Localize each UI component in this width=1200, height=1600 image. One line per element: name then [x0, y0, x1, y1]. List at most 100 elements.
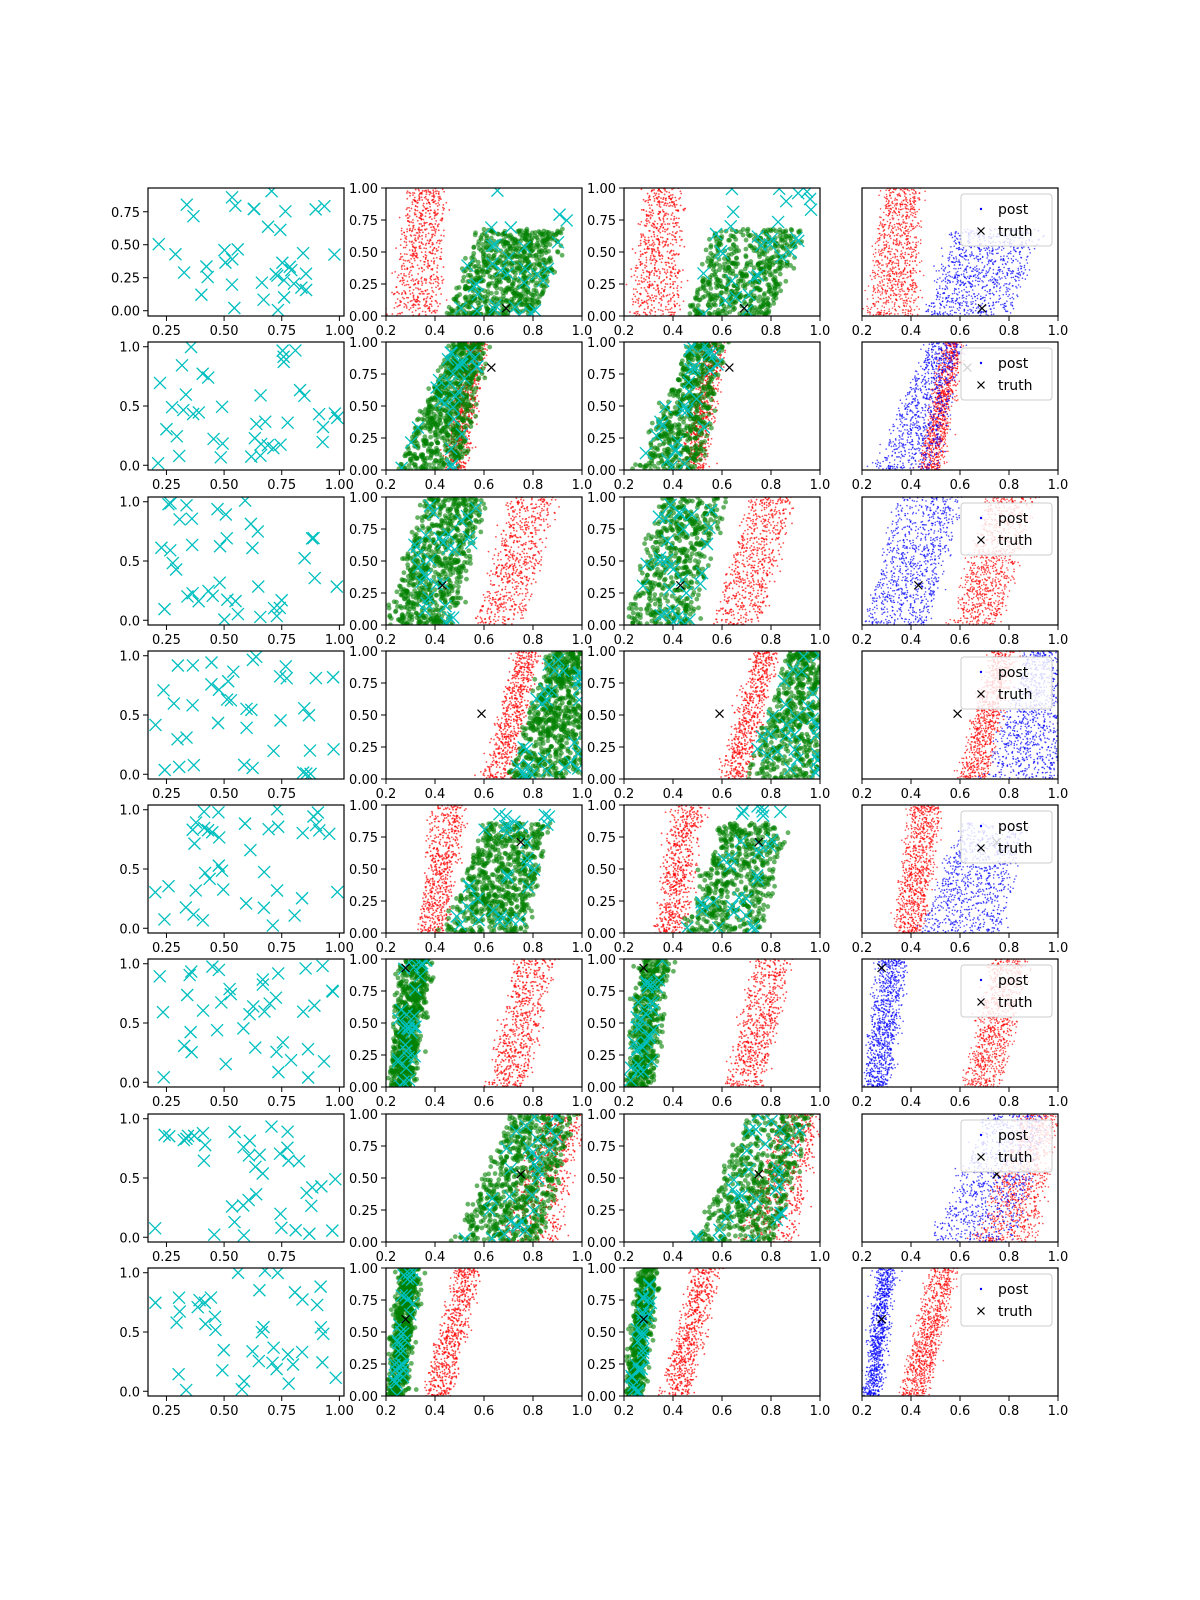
post-sample-point	[948, 306, 951, 308]
red-sample-point	[425, 242, 428, 245]
red-sample-point	[680, 230, 683, 233]
red-sample-point	[406, 220, 409, 222]
post-sample-point	[994, 260, 997, 263]
post-sample-point	[986, 253, 989, 256]
red-sample-point	[665, 204, 668, 207]
post-sample-point	[955, 288, 957, 291]
red-sample-point	[394, 301, 397, 304]
design-overlay-marker	[772, 188, 786, 196]
red-sample-point	[637, 244, 640, 247]
post-sample-point	[1003, 255, 1005, 257]
red-sample-point	[900, 285, 903, 288]
post-sample-point	[999, 268, 1002, 271]
post-sample-point	[954, 288, 956, 291]
red-sample-point	[424, 256, 427, 259]
red-sample-point	[918, 261, 921, 264]
green-sample-point	[730, 268, 736, 274]
red-sample-point	[879, 294, 882, 296]
red-sample-point	[891, 290, 894, 292]
green-sample-point	[767, 265, 773, 270]
red-sample-point	[422, 231, 424, 234]
y-tick-label: 0.00	[111, 305, 140, 320]
green-sample-point	[546, 259, 552, 265]
post-sample-point	[1003, 266, 1005, 269]
post-sample-point	[935, 294, 938, 297]
red-sample-point	[663, 244, 666, 247]
red-sample-point	[658, 205, 661, 207]
red-sample-point	[895, 288, 897, 291]
red-sample-point	[433, 196, 435, 199]
design-point-marker	[199, 260, 213, 273]
red-sample-point	[423, 279, 426, 281]
green-sample-point	[477, 295, 483, 301]
red-sample-point	[894, 280, 897, 283]
red-sample-point	[910, 285, 912, 288]
red-sample-point	[674, 196, 677, 199]
design-overlay-marker	[803, 192, 817, 206]
red-sample-point	[885, 244, 888, 247]
red-sample-point	[883, 274, 885, 277]
green-sample-point	[695, 311, 700, 316]
green-sample-point	[489, 280, 495, 286]
post-sample-point	[960, 290, 963, 292]
green-sample-point	[494, 257, 500, 263]
red-sample-point	[414, 249, 417, 252]
red-sample-point	[877, 296, 880, 299]
post-sample-point	[1027, 246, 1030, 249]
red-sample-point	[879, 280, 881, 283]
green-sample-point	[545, 236, 551, 242]
red-sample-point	[873, 289, 875, 291]
red-sample-point	[417, 236, 420, 239]
red-sample-point	[647, 298, 650, 301]
green-sample-point	[777, 233, 783, 239]
red-sample-point	[415, 231, 418, 234]
red-sample-point	[649, 207, 651, 209]
red-sample-point	[683, 207, 686, 210]
green-sample-point	[767, 272, 773, 278]
x-tick-label: 0.25	[152, 478, 181, 493]
red-sample-point	[676, 209, 679, 212]
red-sample-point	[888, 245, 891, 247]
red-sample-point	[440, 275, 443, 278]
red-sample-point	[422, 243, 424, 246]
red-sample-point	[438, 203, 441, 206]
red-sample-point	[877, 313, 880, 316]
red-sample-point	[433, 309, 436, 312]
red-sample-point	[888, 204, 890, 207]
design-point-marker	[192, 405, 206, 419]
red-sample-point	[653, 200, 656, 202]
red-sample-point	[886, 282, 889, 284]
red-sample-point	[426, 199, 429, 202]
red-sample-point	[406, 197, 409, 200]
red-sample-point	[899, 234, 901, 237]
red-sample-point	[662, 198, 665, 201]
red-sample-point	[423, 260, 425, 263]
red-sample-point	[639, 293, 642, 296]
red-sample-point	[664, 214, 667, 217]
red-sample-point	[879, 236, 881, 239]
green-sample-point	[740, 283, 746, 289]
red-sample-point	[895, 212, 897, 215]
red-sample-point	[872, 314, 875, 316]
post-sample-point	[1019, 262, 1021, 264]
red-sample-point	[410, 279, 413, 282]
design-point-marker	[265, 188, 279, 198]
red-sample-point	[659, 231, 662, 234]
red-sample-point	[907, 309, 909, 311]
red-sample-point	[410, 235, 413, 237]
design-point-marker	[227, 301, 241, 315]
post-sample-point	[946, 275, 948, 278]
red-sample-point	[475, 383, 477, 386]
red-sample-point	[686, 279, 689, 282]
red-sample-point	[656, 270, 658, 273]
red-sample-point	[662, 219, 665, 221]
red-sample-point	[914, 260, 917, 263]
red-sample-point	[660, 197, 662, 200]
red-sample-point	[432, 198, 435, 201]
red-sample-point	[438, 195, 441, 198]
post-sample-point	[948, 233, 951, 236]
red-sample-point	[634, 279, 637, 282]
red-sample-point	[901, 234, 903, 236]
post-sample-point	[958, 254, 961, 257]
red-sample-point	[671, 243, 674, 246]
